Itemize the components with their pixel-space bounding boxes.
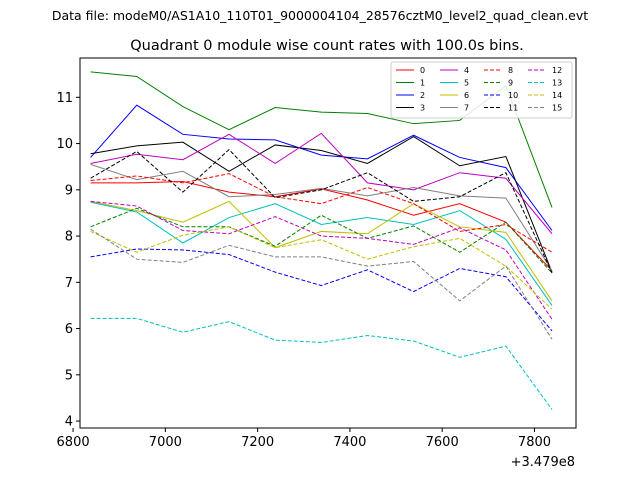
legend-label-10: 10: [508, 91, 518, 100]
y-tick-label: 9: [65, 183, 73, 198]
x-tick-label: 7200: [241, 435, 274, 450]
x-tick-label: 6800: [57, 435, 90, 450]
legend-box: [390, 61, 573, 119]
series-group: [90, 71, 553, 410]
legend-label-5: 5: [464, 79, 469, 88]
legend-label-11: 11: [508, 104, 518, 113]
series-line-11: [90, 148, 553, 274]
y-tick-label: 4: [65, 415, 73, 430]
series-line-12: [90, 200, 553, 320]
y-tick-label: 10: [56, 137, 73, 152]
y-tick-label: 6: [65, 322, 73, 337]
y-tick-label: 5: [65, 368, 73, 383]
chart-title: Quadrant 0 module wise count rates with …: [130, 38, 524, 54]
series-line-3: [90, 136, 553, 273]
series-line-7: [90, 163, 553, 272]
x-tick-label: 7600: [426, 435, 459, 450]
axes-frame: [79, 57, 577, 429]
legend-label-3: 3: [420, 104, 425, 113]
series-line-4: [90, 132, 553, 235]
legend-label-7: 7: [464, 104, 469, 113]
series-line-2: [90, 104, 553, 231]
legend-label-1: 1: [420, 79, 425, 88]
x-tick-label: 7000: [149, 435, 182, 450]
x-tick-label: 7400: [333, 435, 366, 450]
legend-label-6: 6: [464, 91, 469, 100]
x-offset-label: +3.479e8: [511, 455, 575, 470]
legend-label-4: 4: [464, 66, 469, 75]
legend-label-14: 14: [552, 91, 562, 100]
series-line-13: [90, 317, 553, 410]
legend-label-15: 15: [552, 104, 562, 113]
series-line-8: [90, 173, 553, 253]
figure-suptitle: Data file: modeM0/AS1A10_110T01_90000041…: [52, 8, 588, 23]
y-tick-label: 7: [65, 276, 73, 291]
series-line-5: [90, 201, 553, 306]
legend-label-9: 9: [508, 79, 513, 88]
plot-area: 6800 7000 7200 7400 7600 78004567891011012345…: [56, 57, 577, 450]
series-line-15: [90, 228, 553, 340]
y-tick-label: 8: [65, 230, 73, 245]
legend-label-0: 0: [420, 66, 425, 75]
series-line-9: [90, 207, 553, 274]
y-tick-label: 11: [56, 91, 73, 106]
legend-label-2: 2: [420, 91, 425, 100]
x-tick-label: 7800: [518, 435, 551, 450]
series-line-10: [90, 248, 553, 332]
legend-label-12: 12: [552, 66, 562, 75]
legend-label-13: 13: [552, 79, 562, 88]
legend-label-8: 8: [508, 66, 513, 75]
